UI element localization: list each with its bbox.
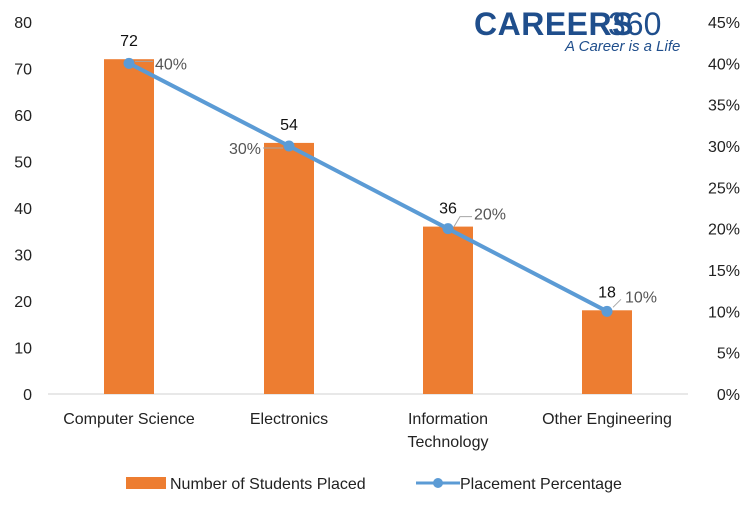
right-tick-label: 30% (708, 139, 740, 156)
right-tick-label: 10% (708, 304, 740, 321)
bar (104, 59, 154, 394)
right-tick-label: 5% (717, 346, 740, 363)
bar-value-label: 36 (439, 201, 457, 218)
right-tick-label: 35% (708, 98, 740, 115)
right-tick-label: 20% (708, 222, 740, 239)
bar-series (104, 59, 632, 394)
right-tick-label: 45% (708, 15, 740, 32)
legend-swatch-bar (126, 477, 166, 489)
series-line (128, 61, 608, 314)
left-tick-label: 10 (14, 341, 32, 358)
left-tick-label: 0 (23, 387, 32, 404)
line-series (123, 57, 613, 317)
left-tick-label: 40 (14, 201, 32, 218)
right-tick-label: 15% (708, 263, 740, 280)
line-data-labels: 40% 30% 20% 10% (135, 56, 657, 308)
category-label: Electronics (250, 411, 328, 428)
logo-wordmark: CAREERS (474, 6, 634, 42)
bar-value-label: 54 (280, 117, 298, 134)
line-point (283, 140, 295, 152)
percentage-value-label: 40% (155, 56, 187, 73)
bar (582, 310, 632, 394)
legend-swatch-marker (433, 478, 443, 488)
line-point (442, 223, 454, 235)
line-point (123, 57, 135, 69)
label-leader-line (612, 298, 622, 308)
label-leader-line (453, 216, 472, 227)
category-label: Information Technology (408, 411, 489, 451)
percentage-value-label: 30% (229, 141, 261, 158)
line-point (601, 305, 613, 317)
percentage-value-label: 20% (474, 207, 506, 224)
left-tick-label: 70 (14, 62, 32, 79)
bar (423, 226, 473, 394)
legend-label-line: Placement Percentage (460, 476, 622, 493)
bar-value-label: 18 (598, 284, 616, 301)
bar (264, 142, 314, 394)
legend: Number of Students Placed Placement Perc… (126, 476, 622, 493)
logo-number: 360 (608, 6, 661, 42)
left-tick-label: 50 (14, 155, 32, 172)
category-label: Computer Science (63, 411, 195, 428)
left-tick-label: 60 (14, 108, 32, 125)
left-tick-label: 80 (14, 15, 32, 32)
careers360-logo: CAREERS 360 A Career is a Life (474, 6, 680, 55)
left-axis: 0 10 20 30 40 50 60 70 80 (14, 15, 32, 404)
logo-tagline: A Career is a Life (564, 38, 680, 55)
right-tick-label: 25% (708, 180, 740, 197)
bar-data-labels: 72 54 36 18 (120, 33, 616, 301)
left-tick-label: 30 (14, 248, 32, 265)
category-label: Other Engineering (542, 411, 672, 428)
legend-label-bar: Number of Students Placed (170, 476, 366, 493)
percentage-value-label: 10% (625, 289, 657, 306)
right-tick-label: 0% (717, 387, 740, 404)
left-tick-label: 20 (14, 294, 32, 311)
category-axis: Computer Science Electronics Information Te… (63, 411, 672, 451)
bar-value-label: 72 (120, 33, 138, 50)
right-tick-label: 40% (708, 56, 740, 73)
right-axis: 0% 5% 10% 15% 20% 25% 30% 35% 40% 45% (708, 15, 740, 404)
